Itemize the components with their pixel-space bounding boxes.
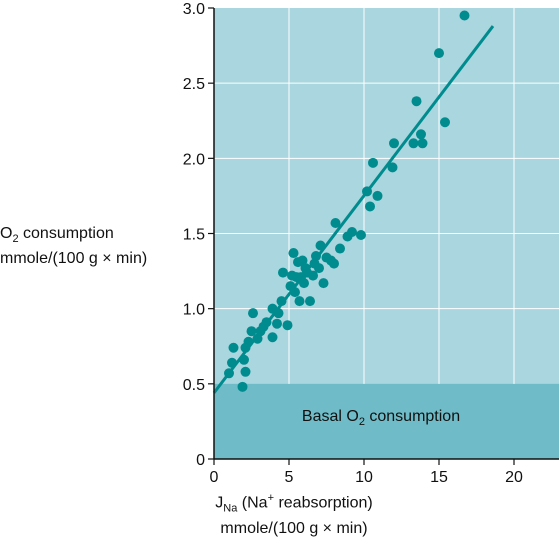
data-point xyxy=(372,190,383,201)
data-point xyxy=(347,226,357,237)
data-point xyxy=(267,332,278,343)
basal-consumption-label: Basal O2 consumption xyxy=(301,408,461,429)
x-tick-label: 10 xyxy=(355,469,373,486)
y-tick-label: 0.5 xyxy=(183,377,205,394)
data-point xyxy=(330,217,341,228)
data-point xyxy=(276,296,287,307)
data-point xyxy=(224,368,234,379)
x-tick-label: 5 xyxy=(285,469,294,486)
data-point xyxy=(368,157,378,168)
data-point xyxy=(365,201,375,212)
axes xyxy=(208,7,559,465)
data-point xyxy=(417,138,428,149)
basal-band xyxy=(214,383,559,459)
data-points xyxy=(224,10,470,392)
data-point xyxy=(278,267,288,278)
data-point xyxy=(314,263,324,274)
data-point xyxy=(273,308,284,319)
y-tick-label: 1.0 xyxy=(183,302,205,319)
data-point xyxy=(290,287,300,298)
data-point xyxy=(434,48,444,59)
data-point xyxy=(335,243,345,254)
data-point xyxy=(237,381,248,392)
data-point xyxy=(362,186,372,197)
y-axis-label: O2 consumption mmole/(100 g × min) xyxy=(0,225,148,268)
data-point xyxy=(228,342,239,353)
y-tick-label: 2.5 xyxy=(183,76,205,93)
data-point xyxy=(389,138,399,149)
tick-labels: 0 5 10 15 20 0 0.5 1.0 1.5 2.0 2.5 3.0 xyxy=(183,1,523,486)
x-axis-label: JNa (Na+ reabsorption) mmole/(100 g × mi… xyxy=(215,492,373,537)
data-point xyxy=(311,251,321,262)
data-point xyxy=(408,138,419,149)
data-point xyxy=(227,357,237,368)
data-point xyxy=(282,320,293,331)
data-point xyxy=(318,278,329,289)
y-tick-label: 0 xyxy=(196,452,205,469)
data-point xyxy=(459,10,470,21)
data-point xyxy=(315,240,326,251)
data-point xyxy=(440,117,450,128)
data-point xyxy=(252,333,263,344)
x-tick-label: 0 xyxy=(210,469,219,486)
y-tick-label: 3.0 xyxy=(183,1,205,18)
x-tick-label: 15 xyxy=(430,469,448,486)
data-point xyxy=(294,296,305,307)
x-tick-label: 20 xyxy=(505,469,523,486)
data-point xyxy=(416,129,426,140)
data-point xyxy=(308,270,318,281)
data-point xyxy=(288,248,299,259)
y-tick-label: 1.5 xyxy=(183,227,205,244)
data-point xyxy=(248,308,258,319)
data-point xyxy=(297,255,308,266)
data-point xyxy=(246,326,257,337)
data-point xyxy=(305,296,315,307)
data-point xyxy=(272,318,282,329)
data-point xyxy=(240,366,251,377)
data-point xyxy=(239,354,249,365)
y-tick-label: 2.0 xyxy=(183,151,205,168)
data-point xyxy=(243,336,254,347)
data-point xyxy=(387,162,398,173)
data-point xyxy=(356,230,366,241)
data-point xyxy=(411,96,422,107)
data-point xyxy=(299,278,309,289)
data-point xyxy=(261,317,272,328)
data-point xyxy=(329,258,339,269)
